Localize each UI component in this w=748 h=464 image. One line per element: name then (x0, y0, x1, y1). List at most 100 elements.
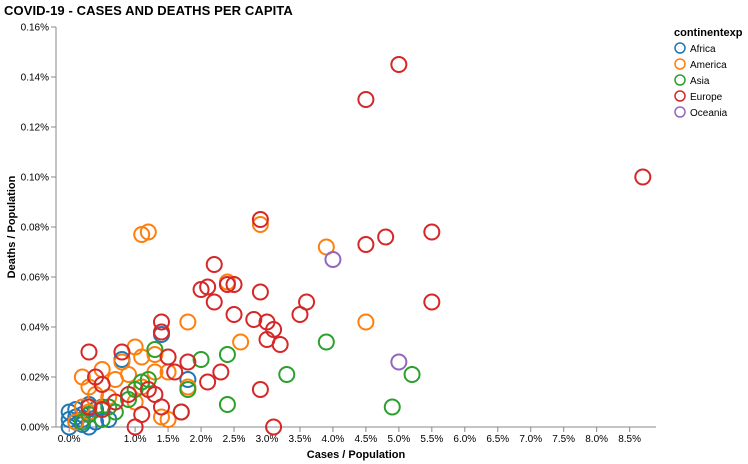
y-tick-label: 0.10% (21, 173, 49, 184)
y-tick-label: 0.16% (21, 23, 49, 34)
data-point-europe (390, 56, 408, 73)
y-tick-label: 0.14% (21, 73, 49, 84)
data-point-asia (278, 366, 296, 383)
x-tick-label: 1.0% (124, 434, 147, 445)
x-tick-label: 6.0% (453, 434, 476, 445)
legend-symbol (674, 42, 686, 54)
data-point-europe (152, 313, 170, 331)
data-point-europe (159, 348, 177, 366)
data-point-europe (291, 306, 309, 323)
data-point-america (120, 366, 138, 383)
legend-label: Africa (690, 44, 716, 55)
data-point-europe (225, 306, 243, 323)
data-point-europe (218, 276, 236, 293)
data-point-europe (80, 398, 98, 416)
data-point-america (357, 313, 375, 331)
x-tick-label: 4.0% (322, 434, 345, 445)
x-tick-label: 0.0% (58, 434, 81, 445)
x-axis: 0.0% 1.0% 1.5% 2.0% 2.5% 3.0% 3.5% 4.0% 4.5% 5.0%… (56, 426, 656, 445)
data-point-europe (80, 343, 98, 361)
data-point-europe (133, 406, 151, 423)
x-tick-label: 2.0% (190, 434, 213, 445)
data-point-europe (357, 91, 375, 108)
data-point-europe (377, 228, 395, 246)
data-point-europe (205, 256, 223, 273)
data-point-europe (634, 168, 652, 186)
data-point-europe (423, 223, 441, 241)
x-tick-label: 7.5% (552, 434, 575, 445)
data-point-asia (383, 398, 401, 416)
legend-label: Asia (690, 76, 710, 87)
data-point-europe (93, 376, 111, 393)
y-axis-title: Deaths / Population (6, 175, 18, 278)
legend: continentexp Africa America Asia Europe Ocea… (674, 27, 743, 119)
legend-label: America (690, 60, 727, 71)
data-point-asia (218, 346, 236, 363)
data-point-asia (218, 396, 236, 413)
x-tick-label: 5.0% (387, 434, 410, 445)
x-tick-label: 8.0% (585, 434, 608, 445)
x-tick-label: 5.5% (420, 434, 443, 445)
data-point-europe (251, 283, 269, 301)
y-tick-label: 0.02% (21, 373, 49, 384)
x-tick-label: 6.5% (486, 434, 509, 445)
data-point-europe (423, 293, 441, 311)
data-point-america (232, 333, 250, 351)
data-point-asia (146, 341, 164, 358)
data-point-europe (225, 276, 243, 293)
legend-symbol (674, 106, 686, 118)
data-point-america (146, 346, 164, 363)
x-tick-label: 7.0% (519, 434, 542, 445)
y-tick-label: 0.04% (21, 323, 49, 334)
data-point-america (73, 368, 91, 386)
x-axis-title: Cases / Population (307, 449, 406, 461)
data-point-america (133, 348, 151, 366)
data-point-asia (179, 381, 197, 398)
data-point-america (67, 413, 85, 431)
data-point-europe (172, 403, 190, 421)
data-point-europe (152, 323, 170, 341)
data-point-europe (251, 211, 269, 228)
x-tick-label: 8.5% (618, 434, 641, 445)
x-tick-label: 2.5% (223, 434, 246, 445)
x-tick-label: 3.0% (256, 434, 279, 445)
legend-title: continentexp (674, 27, 743, 39)
legend-label: Europe (690, 92, 723, 103)
data-points (60, 56, 652, 436)
x-tick-label: 1.5% (157, 434, 180, 445)
data-point-asia (139, 371, 157, 388)
data-point-europe (212, 363, 230, 381)
data-point-asia (403, 366, 421, 383)
data-point-oceania (324, 251, 342, 268)
data-point-europe (106, 393, 124, 411)
data-point-europe (357, 236, 375, 253)
data-point-europe (179, 353, 197, 371)
data-point-europe (120, 386, 138, 403)
data-point-asia (192, 351, 210, 368)
data-point-europe (205, 293, 223, 311)
data-point-america (139, 223, 157, 241)
data-point-africa (179, 371, 197, 388)
data-point-europe (251, 381, 269, 398)
legend-symbol (674, 90, 686, 102)
x-tick-label: 3.5% (289, 434, 312, 445)
data-point-europe (271, 336, 289, 353)
legend-label: Oceania (690, 108, 728, 119)
legend-symbol (674, 74, 686, 86)
y-axis: 0.00% 0.02% 0.04% 0.06% 0.08% 0.10% 0.12% 0.14%… (21, 23, 57, 434)
x-tick-label: 4.5% (354, 434, 377, 445)
data-point-europe (152, 398, 170, 416)
y-tick-label: 0.06% (21, 273, 49, 284)
data-point-asia (317, 333, 335, 351)
chart-title: COVID-19 - CASES AND DEATHS PER CAPITA (4, 3, 293, 18)
data-point-america (251, 216, 269, 233)
data-point-america (179, 313, 197, 331)
data-point-europe (265, 418, 283, 436)
y-tick-label: 0.00% (21, 423, 49, 434)
data-point-oceania (390, 353, 408, 371)
data-point-europe (245, 311, 263, 328)
data-point-europe (93, 401, 111, 418)
y-tick-label: 0.12% (21, 123, 49, 134)
legend-symbol (674, 58, 686, 70)
